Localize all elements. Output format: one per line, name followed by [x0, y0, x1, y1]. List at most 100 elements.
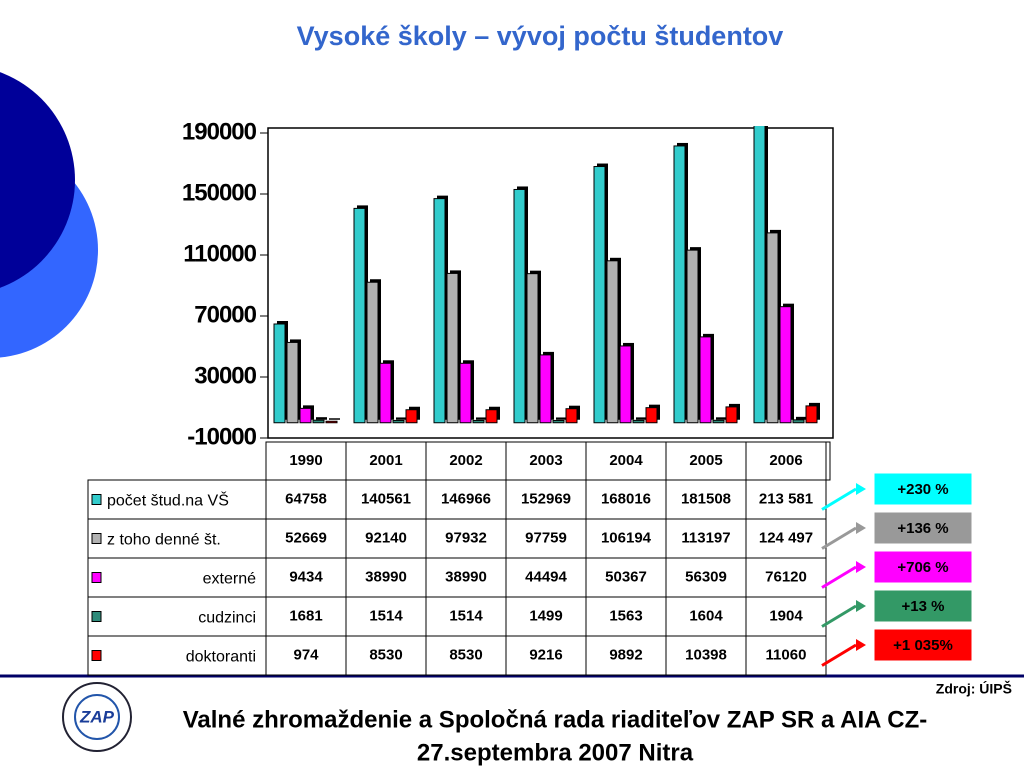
bar: [446, 272, 459, 424]
x-tick-label: 2006: [769, 452, 802, 469]
bar: [753, 126, 766, 424]
bar: [779, 306, 792, 424]
table-cell: 1563: [609, 607, 642, 624]
annotation-arrow: [821, 643, 857, 667]
y-tick-label: 70000: [194, 301, 256, 328]
table-cell: 50367: [605, 568, 647, 585]
table-cell: 1514: [369, 607, 403, 624]
bar-shadow: [556, 417, 567, 420]
decor-circle: [0, 72, 75, 288]
table-row: [87, 635, 827, 676]
table-cell: 97759: [525, 529, 567, 546]
table-cell: 152969: [521, 490, 571, 507]
table-cell: 124 497: [759, 529, 813, 546]
bar: [472, 419, 485, 424]
legend-swatch: [91, 494, 102, 505]
bar: [325, 420, 338, 424]
annotation-arrowhead: [856, 600, 866, 612]
table-cell: 97932: [445, 529, 487, 546]
bar-shadow: [329, 418, 340, 420]
bar: [405, 409, 418, 424]
bar: [712, 419, 725, 424]
table-cell: 168016: [601, 490, 651, 507]
bar: [526, 273, 539, 424]
x-tick-label: 2002: [449, 452, 482, 469]
bar: [366, 281, 379, 424]
table-cell: 106194: [601, 529, 652, 546]
bar-shadow: [396, 417, 407, 420]
table-cell: 8530: [449, 646, 482, 663]
bar: [485, 409, 498, 424]
annotation-text: +706 %: [897, 559, 948, 576]
bar: [686, 249, 699, 424]
annotation-arrow: [821, 487, 857, 511]
bar-shadow: [476, 417, 487, 420]
table-cell: 52669: [285, 529, 327, 546]
legend-label: z toho denné št.: [107, 532, 221, 549]
bar: [552, 419, 565, 424]
bar-shadow: [796, 416, 807, 420]
annotation-arrow: [821, 565, 857, 589]
footer-line: 27.septembra 2007 Nitra: [417, 739, 694, 766]
table-cell: 10398: [685, 646, 727, 663]
table-cell: 974: [293, 646, 319, 663]
annotation-arrowhead: [856, 639, 866, 651]
table-cell: 9216: [529, 646, 562, 663]
logo-inner: [74, 694, 120, 740]
table-cell: 9892: [609, 646, 642, 663]
table-cell: 146966: [441, 490, 491, 507]
table-cell: 11060: [766, 646, 807, 663]
bar: [312, 419, 325, 424]
table-cell: 113197: [681, 529, 730, 546]
bar-shadow: [716, 417, 727, 420]
bar-shadow: [316, 417, 327, 420]
bar: [766, 232, 779, 424]
legend-label: externé: [203, 571, 256, 588]
annotation-arrow: [821, 526, 857, 550]
legend-label: cudzinci: [198, 610, 256, 627]
footer-line: Valné zhromaždenie a Spoločná rada riadi…: [183, 706, 928, 733]
y-tick-label: -10000: [187, 423, 256, 450]
annotation-arrowhead: [856, 483, 866, 495]
bar: [673, 145, 686, 424]
bar: [699, 336, 712, 424]
annotation-text: +136 %: [897, 520, 948, 537]
chart-title: Vysoké školy – vývoj počtu študentov: [297, 21, 784, 51]
table-cell: 213 581: [759, 490, 813, 507]
table-cell: 92140: [365, 529, 407, 546]
legend-label: počet štud.na VŠ: [107, 491, 229, 510]
table-cell: 64758: [285, 490, 327, 507]
legend-swatch: [91, 533, 102, 544]
table-cell: 38990: [365, 568, 407, 585]
bar: [805, 405, 818, 424]
legend-swatch: [91, 611, 102, 622]
table-cell: 76120: [765, 568, 807, 585]
bar-shadow: [636, 417, 647, 420]
bar: [606, 260, 619, 424]
legend-swatch: [91, 650, 102, 661]
x-tick-label: 2001: [369, 452, 402, 469]
annotation-box: [873, 589, 973, 623]
table-cell: 140561: [361, 490, 411, 507]
y-tick-label: 30000: [194, 362, 256, 389]
source: Zdroj: ÚIPŠ: [936, 680, 1012, 697]
annotation-text: +230 %: [897, 481, 948, 498]
bar: [725, 406, 738, 424]
annotation-box: [873, 472, 973, 506]
legend-label: doktoranti: [186, 649, 256, 666]
y-tick-label: 150000: [182, 179, 257, 206]
y-tick-label: 190000: [182, 118, 257, 145]
annotation-arrow: [821, 604, 857, 628]
annotation-text: +13 %: [902, 598, 945, 615]
bar: [565, 408, 578, 424]
logo-text: ZAP: [79, 707, 115, 726]
table-cell: 44494: [525, 568, 567, 585]
table-cell: 1499: [529, 607, 562, 624]
table-cell: 181508: [681, 490, 731, 507]
table-cell: 1904: [769, 607, 803, 624]
bar: [392, 419, 405, 424]
annotation-arrowhead: [856, 561, 866, 573]
annotation-box: [873, 511, 973, 545]
bar: [353, 207, 366, 424]
